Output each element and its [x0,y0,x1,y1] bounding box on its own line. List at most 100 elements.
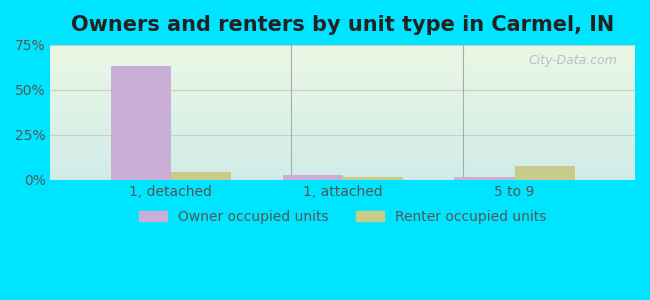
Bar [51,48,635,49]
Bar [51,102,635,103]
Bar [51,116,635,117]
Bar [51,77,635,78]
Bar [51,97,635,98]
Bar [51,103,635,104]
Bar [51,119,635,120]
Bar [51,46,635,47]
Bar [51,59,635,60]
Bar [51,141,635,142]
Bar [51,100,635,101]
Bar [515,167,575,180]
Bar [51,109,635,110]
Bar [51,110,635,111]
Bar [51,125,635,126]
Bar [51,94,635,95]
Bar [51,139,635,140]
Bar [51,78,635,79]
Bar [51,169,635,170]
Bar [51,51,635,52]
Bar [51,113,635,114]
Bar [51,157,635,158]
Bar [51,101,635,102]
Bar [51,55,635,56]
Bar [51,149,635,150]
Bar [51,173,635,174]
Bar [51,115,635,116]
Bar [51,70,635,71]
Bar [51,104,635,105]
Bar [51,137,635,138]
Bar [51,162,635,163]
Bar [51,155,635,156]
Bar [51,146,635,147]
Bar [51,111,635,112]
Bar [51,127,635,128]
Bar [171,172,231,180]
Bar [51,67,635,68]
Bar [51,132,635,133]
Bar [51,147,635,148]
Bar [51,128,635,129]
Bar [51,96,635,97]
Bar [51,153,635,154]
Bar [51,99,635,100]
Bar [51,120,635,121]
Bar [51,75,635,76]
Bar [51,105,635,106]
Bar [51,89,635,90]
Bar [51,80,635,81]
Bar [51,112,635,113]
Bar [51,64,635,65]
Bar [51,123,635,124]
Bar [51,145,635,146]
Bar [51,138,635,139]
Bar [51,166,635,167]
Bar [51,95,635,96]
Bar [51,179,635,180]
Bar [454,177,515,180]
Bar [51,177,635,178]
Bar [51,69,635,70]
Bar [51,151,635,152]
Text: City-Data.com: City-Data.com [528,54,618,67]
Bar [51,122,635,123]
Bar [51,114,635,115]
Bar [51,121,635,122]
Bar [51,66,635,67]
Bar [51,175,635,176]
Bar [51,156,635,157]
Bar [51,50,635,51]
Bar [51,170,635,171]
Bar [51,91,635,92]
Bar [51,129,635,130]
Bar [51,168,635,169]
Bar [51,148,635,149]
Bar [51,158,635,159]
Bar [51,165,635,166]
Bar [51,159,635,160]
Bar [51,85,635,86]
Bar [51,135,635,136]
Bar [51,58,635,59]
Bar [111,67,171,180]
Bar [51,61,635,62]
Bar [51,133,635,134]
Bar [51,87,635,88]
Bar [343,177,403,180]
Bar [51,72,635,73]
Bar [51,152,635,153]
Bar [51,79,635,80]
Bar [51,81,635,82]
Bar [51,68,635,69]
Bar [51,49,635,50]
Bar [51,154,635,155]
Bar [51,150,635,151]
Bar [51,142,635,143]
Bar [51,93,635,94]
Bar [51,161,635,162]
Bar [51,108,635,109]
Legend: Owner occupied units, Renter occupied units: Owner occupied units, Renter occupied un… [133,205,552,230]
Bar [51,136,635,137]
Bar [51,82,635,83]
Bar [51,98,635,99]
